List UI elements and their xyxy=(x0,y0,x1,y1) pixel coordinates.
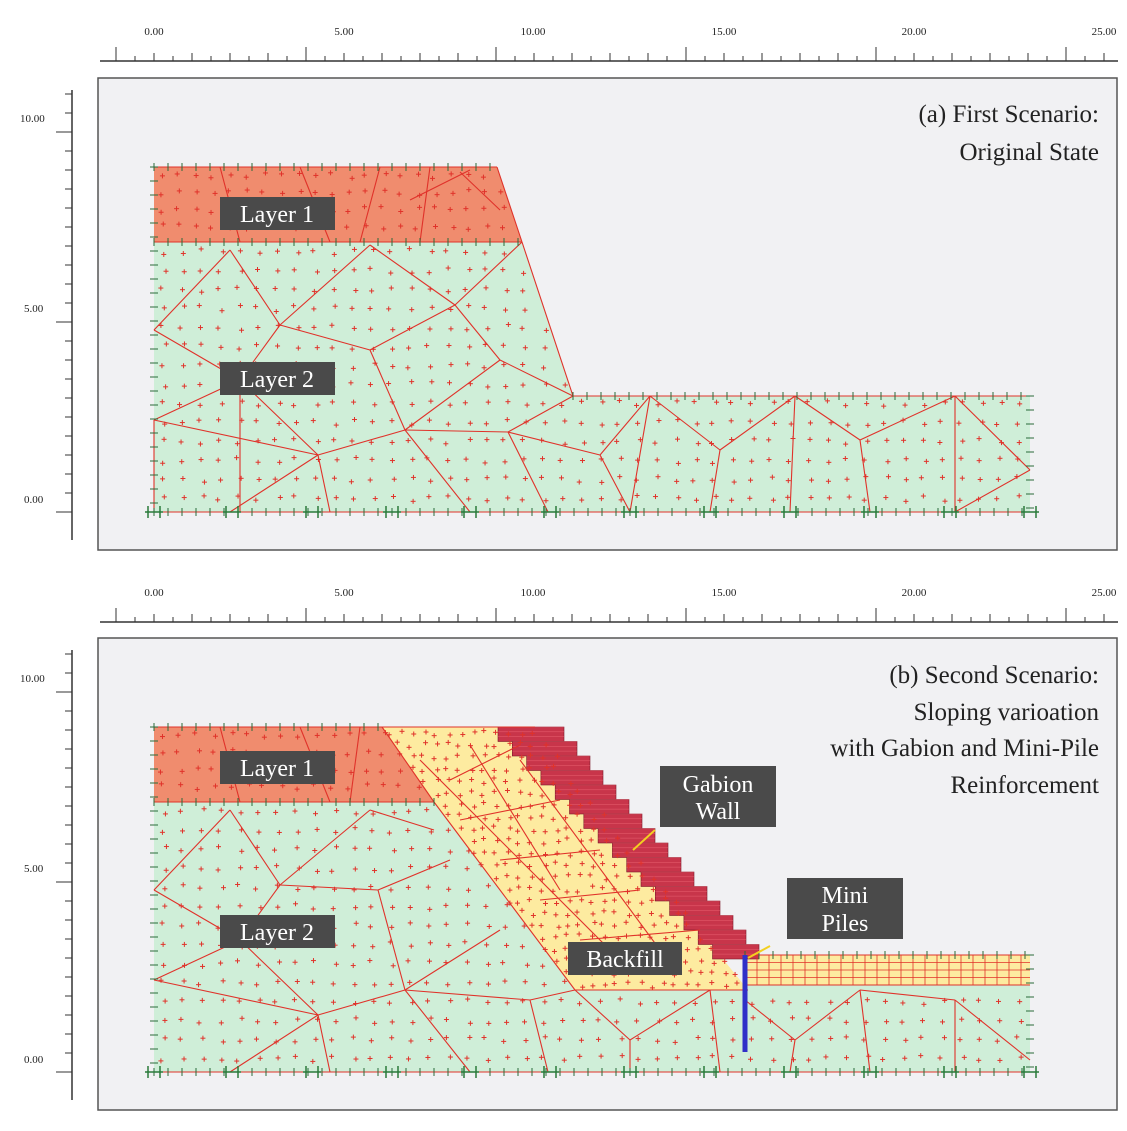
label-mini-piles: Mini Piles xyxy=(787,878,903,939)
svg-text:(a) First Scenario:: (a) First Scenario: xyxy=(918,101,1099,128)
scenario-title: (b) Second Scenario: Sloping varioation … xyxy=(830,662,1099,799)
x-tick-label: 0.00 xyxy=(144,26,164,38)
y-ruler-left: 10.00 5.00 0.00 xyxy=(20,90,73,540)
svg-text:(b) Second Scenario:: (b) Second Scenario: xyxy=(889,662,1099,689)
x-tick-label: 15.00 xyxy=(712,26,737,38)
x-ruler-top: 0.00 5.00 10.00 15.00 20.00 25.00 xyxy=(100,587,1118,623)
svg-text:Reinforcement: Reinforcement xyxy=(950,772,1099,799)
svg-text:Sloping varioation: Sloping varioation xyxy=(914,699,1100,726)
x-tick-label: 25.00 xyxy=(1092,587,1117,599)
y-tick-label: 10.00 xyxy=(20,113,45,125)
scenario-title: (a) First Scenario: Original State xyxy=(918,101,1099,166)
label-gabion-wall: Gabion Wall xyxy=(660,766,776,827)
gabion-wall xyxy=(497,726,760,960)
y-tick-label: 0.00 xyxy=(24,1054,44,1066)
x-tick-label: 10.00 xyxy=(521,587,546,599)
x-tick-label: 15.00 xyxy=(712,587,737,599)
svg-text:Layer 1: Layer 1 xyxy=(240,756,314,782)
x-tick-label: 10.00 xyxy=(521,26,546,38)
label-layer-2: Layer 2 xyxy=(220,915,335,948)
panel-first-scenario: 0.00 5.00 10.00 15.00 20.00 25.00 10.00 … xyxy=(20,26,1118,551)
x-ruler-top: 0.00 5.00 10.00 15.00 20.00 25.00 xyxy=(100,26,1118,62)
y-tick-label: 5.00 xyxy=(24,303,44,315)
x-tick-label: 5.00 xyxy=(334,26,354,38)
x-tick-label: 20.00 xyxy=(902,26,927,38)
y-ruler-left: 10.00 5.00 0.00 xyxy=(20,650,73,1100)
gabion-anchor xyxy=(632,829,656,851)
backfill-zone xyxy=(382,727,748,990)
y-tick-label: 5.00 xyxy=(24,863,44,875)
svg-text:Wall: Wall xyxy=(696,799,741,825)
x-tick-label: 5.00 xyxy=(334,587,354,599)
label-backfill: Backfill xyxy=(568,942,682,975)
label-layer-2: Layer 2 xyxy=(220,362,335,395)
soil-layer-2 xyxy=(154,802,1030,1072)
mesh-nodes xyxy=(145,723,1039,1078)
svg-text:Layer 1: Layer 1 xyxy=(240,202,314,228)
svg-text:Layer 2: Layer 2 xyxy=(240,367,314,393)
x-tick-label: 25.00 xyxy=(1092,26,1117,38)
svg-text:Original State: Original State xyxy=(959,139,1099,166)
x-tick-label: 20.00 xyxy=(902,587,927,599)
label-layer-1: Layer 1 xyxy=(220,197,335,230)
label-layer-1: Layer 1 xyxy=(220,751,335,784)
svg-text:Gabion: Gabion xyxy=(683,772,754,798)
svg-text:Backfill: Backfill xyxy=(586,947,664,973)
svg-text:Mini: Mini xyxy=(822,883,869,909)
panel-second-scenario: 0.00 5.00 10.00 15.00 20.00 25.00 10.00 … xyxy=(20,587,1118,1111)
svg-text:Piles: Piles xyxy=(822,911,869,937)
y-tick-label: 0.00 xyxy=(24,494,44,506)
y-tick-label: 10.00 xyxy=(20,673,45,685)
x-tick-label: 0.00 xyxy=(144,587,164,599)
mini-pile-anchor xyxy=(747,945,771,959)
mesh-nodes xyxy=(145,163,1039,518)
soil-layer-2 xyxy=(154,242,1030,512)
svg-text:with Gabion and Mini-Pile: with Gabion and Mini-Pile xyxy=(830,735,1099,762)
svg-text:Layer 2: Layer 2 xyxy=(240,920,314,946)
